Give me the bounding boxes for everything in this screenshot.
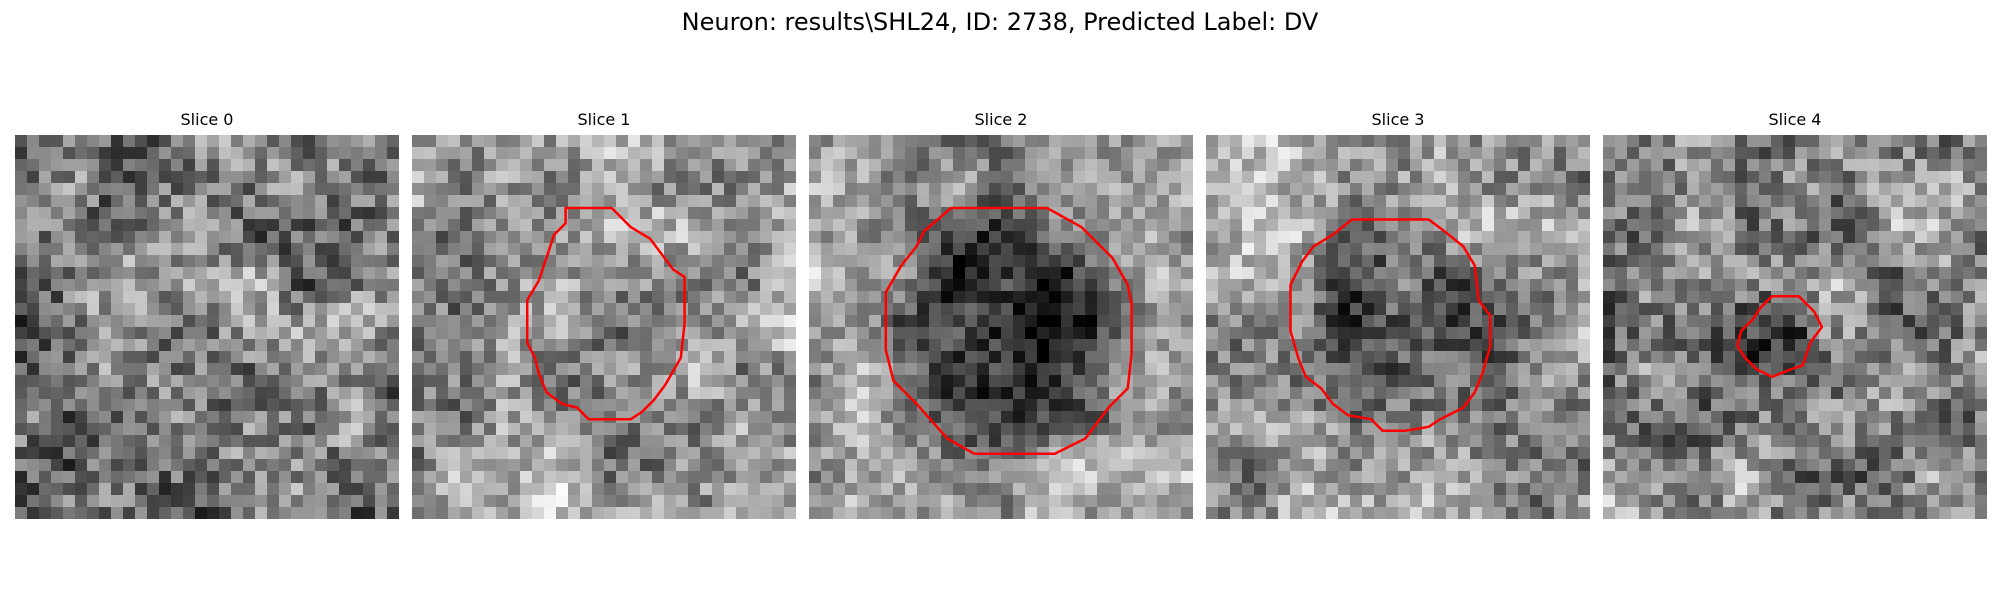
slice-panel-2: Slice 2 — [809, 109, 1193, 519]
slice-panel-0: Slice 0 — [15, 109, 399, 519]
segmentation-contour — [884, 206, 1133, 455]
slice-panel-1: Slice 1 — [412, 109, 796, 519]
slice-pixels — [1206, 135, 1590, 519]
slice-panel-3: Slice 3 — [1206, 109, 1590, 519]
slice-pixels — [809, 135, 1193, 519]
slice-panel-4: Slice 4 — [1603, 109, 1987, 519]
segmentation-contour — [525, 206, 686, 421]
figure-title: Neuron: results\SHL24, ID: 2738, Predict… — [681, 8, 1319, 36]
slice-image-0 — [15, 135, 399, 519]
slice-title: Slice 0 — [180, 110, 234, 129]
segmentation-contour — [1736, 295, 1824, 379]
slice-image-3 — [1206, 135, 1590, 519]
segmentation-contour — [1289, 218, 1492, 432]
slice-title: Slice 2 — [974, 110, 1028, 129]
slice-title: Slice 3 — [1371, 110, 1425, 129]
slice-pixels — [412, 135, 796, 519]
slice-title: Slice 4 — [1768, 110, 1822, 129]
slice-pixels — [15, 135, 399, 519]
slice-title: Slice 1 — [577, 110, 631, 129]
slice-pixels — [1603, 135, 1987, 519]
slice-image-1 — [412, 135, 796, 519]
slice-image-2 — [809, 135, 1193, 519]
slice-image-4 — [1603, 135, 1987, 519]
